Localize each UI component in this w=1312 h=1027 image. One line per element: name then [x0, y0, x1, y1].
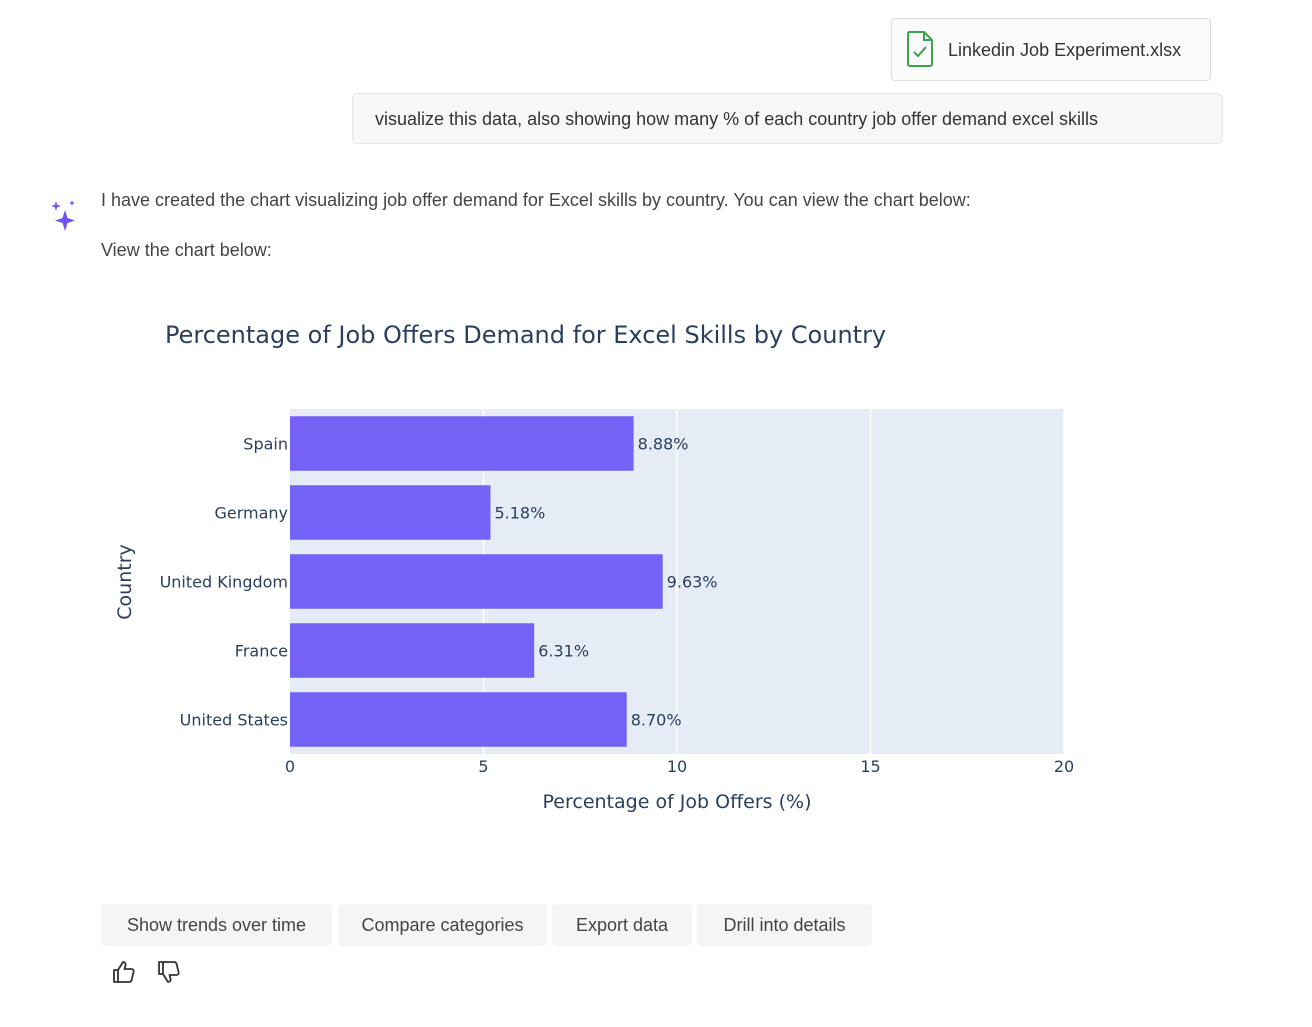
bar-data-label: 6.31% [538, 642, 589, 661]
suggestion-drill-into-details[interactable]: Drill into details [697, 904, 872, 946]
file-check-icon [906, 31, 933, 67]
attachment-file-name: Linkedin Job Experiment.xlsx [948, 40, 1182, 60]
assistant-message-followup: View the chart below: [101, 240, 272, 260]
y-tick-labels: Spain Germany United Kingdom France United S… [160, 435, 288, 730]
bar [290, 554, 663, 609]
bar-labels: 8.88% 5.18% 9.63% 6.31% 8.70% [494, 435, 717, 730]
x-tick-label: 20 [1054, 757, 1074, 776]
bar-data-label: 5.18% [494, 504, 545, 523]
suggestion-show-trends[interactable]: Show trends over time [101, 904, 332, 946]
bar [290, 623, 535, 678]
y-axis-label: Country [114, 544, 136, 619]
thumbs-down-icon[interactable] [155, 958, 183, 986]
x-tick-label: 5 [478, 757, 488, 776]
bar-data-label: 8.88% [638, 435, 689, 454]
user-message: visualize this data, also showing how ma… [352, 93, 1223, 144]
bar-data-label: 9.63% [667, 573, 718, 592]
bar-data-label: 8.70% [631, 711, 682, 730]
x-tick-label: 0 [285, 757, 295, 776]
x-tick-labels: 0 5 10 15 20 [285, 757, 1074, 776]
y-tick-label: Germany [214, 504, 288, 523]
y-tick-label: United States [180, 711, 288, 730]
bar-chart: Percentage of Job Offers Demand for Exce… [114, 321, 1074, 813]
y-tick-label: Spain [243, 435, 288, 454]
thumbs-up-icon[interactable] [110, 958, 138, 986]
suggestion-export-data[interactable]: Export data [552, 904, 692, 946]
x-axis-label: Percentage of Job Offers (%) [543, 791, 812, 813]
attachment-chip[interactable]: Linkedin Job Experiment.xlsx [891, 18, 1211, 81]
user-message-text: visualize this data, also showing how ma… [375, 109, 1099, 129]
x-tick-label: 10 [667, 757, 687, 776]
y-tick-label: United Kingdom [160, 573, 288, 592]
assistant-message: I have created the chart visualizing job… [101, 190, 971, 210]
y-tick-label: France [235, 642, 288, 661]
bar [290, 692, 627, 747]
bars [290, 416, 663, 747]
suggestion-compare-categories[interactable]: Compare categories [338, 904, 547, 946]
x-tick-label: 15 [860, 757, 880, 776]
bar [290, 416, 634, 471]
chart-title: Percentage of Job Offers Demand for Exce… [165, 321, 886, 349]
sparkles-icon [51, 200, 75, 231]
bar [290, 485, 491, 540]
